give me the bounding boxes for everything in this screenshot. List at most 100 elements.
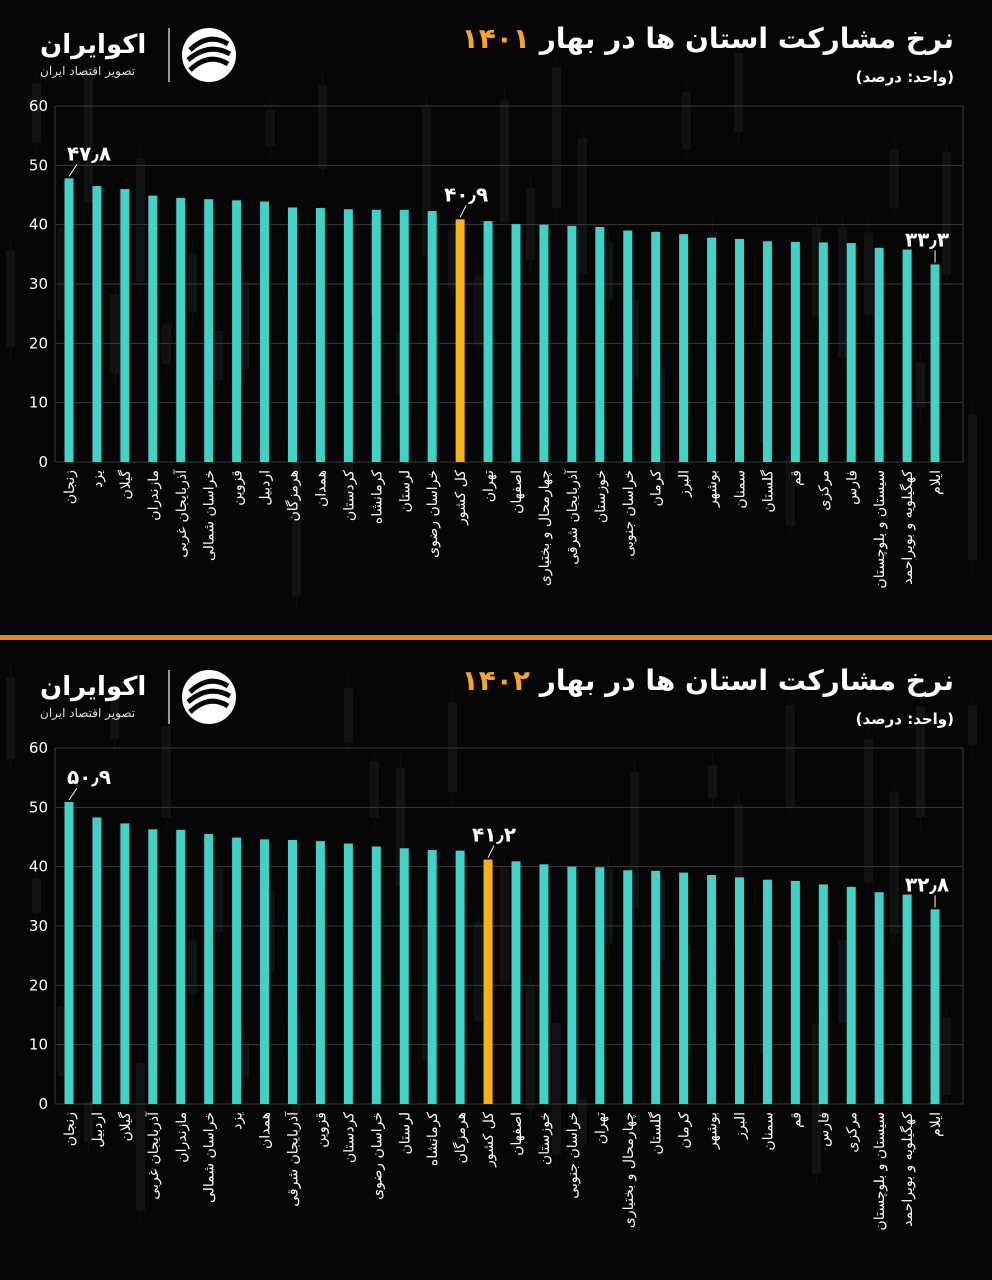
bar <box>679 872 689 1104</box>
x-tick-label: فارس <box>816 1112 832 1147</box>
data-label: ۵۰٫۹ <box>67 765 111 789</box>
background-candle-wick <box>10 238 11 360</box>
x-tick-label: کرمان <box>677 1112 693 1149</box>
background-candle-wick <box>478 910 479 1034</box>
chart-unit: (واحد: درصد) <box>855 710 954 728</box>
bar <box>260 201 270 462</box>
x-tick-label: اردبیل <box>258 470 274 506</box>
x-tick-label: خوزستان <box>593 470 609 523</box>
bar <box>595 867 605 1104</box>
x-tick-label: کل کشور <box>481 1112 497 1168</box>
background-candle-wick <box>920 350 921 421</box>
bar <box>176 197 186 462</box>
bar <box>511 224 521 462</box>
data-label-leader <box>459 205 467 218</box>
background-candle-wick <box>946 1005 947 1107</box>
background-candle-wick <box>530 974 531 1122</box>
background-candle-wick <box>608 857 609 956</box>
x-tick-label: چهارمحال و بختیاری <box>621 1112 637 1228</box>
bar <box>176 829 186 1104</box>
bar <box>120 189 130 463</box>
background-candle-wick <box>452 218 453 301</box>
background-candle-wick <box>738 792 739 960</box>
x-tick-label: هرمزگان <box>452 1112 469 1164</box>
x-tick-label: البرز <box>677 470 693 498</box>
x-tick-label: اصفهان <box>509 470 525 514</box>
x-tick-label: بوشهر <box>705 1112 721 1150</box>
data-label: ۳۳٫۳ <box>905 227 949 251</box>
x-tick-label: گیلان <box>117 1112 134 1142</box>
background-candle-wick <box>556 1010 557 1167</box>
x-tick-label: مرکزی <box>844 1112 860 1153</box>
bar <box>539 864 549 1104</box>
bar <box>818 884 828 1104</box>
logo-name: اکوایران <box>40 672 147 702</box>
background-candle-wick <box>218 855 219 945</box>
background-candle-wick <box>426 95 427 268</box>
x-tick-label: سمنان <box>733 470 749 509</box>
background-candle-wick <box>114 282 115 386</box>
bar <box>343 209 353 462</box>
y-tick-label: 40 <box>29 858 48 876</box>
logo-tagline: تصویر اقتصاد ایران <box>40 64 136 78</box>
background-candle-wick <box>62 994 63 1088</box>
x-tick-label: ایلام <box>928 1112 944 1137</box>
y-tick-label: 50 <box>29 156 48 174</box>
x-tick-label: همدان <box>313 470 329 507</box>
bar <box>930 264 940 462</box>
bar <box>846 886 856 1104</box>
x-tick-label: کرمانشاه <box>425 1112 441 1166</box>
x-tick-label: قم <box>788 470 804 486</box>
chart-title-year: ۱۴۰۱ <box>461 22 530 55</box>
bar <box>64 178 74 462</box>
bar <box>762 879 772 1104</box>
background-candle-wick <box>244 269 245 382</box>
y-tick-label: 60 <box>29 97 48 115</box>
logo: اکوایران تصویر اقتصاد ایران <box>36 668 246 728</box>
bar <box>846 243 856 462</box>
x-tick-label: کردستان <box>341 470 357 521</box>
background-candle-wick <box>36 866 37 925</box>
chart-panel-1402: اکوایران تصویر اقتصاد ایران نرخ مشارکت ا… <box>0 642 992 1280</box>
background-candle-wick <box>504 88 505 235</box>
bar <box>679 234 689 462</box>
background-candle-wick <box>660 357 661 490</box>
x-tick-label: خراسان رضوی <box>369 1112 385 1200</box>
background-candle-wick <box>634 760 635 921</box>
background-candle-wick <box>478 263 479 357</box>
background-candle-wick <box>868 727 869 895</box>
data-label-leader <box>68 164 78 177</box>
background-candle-wick <box>660 866 661 974</box>
chart-title-text: نرخ مشارکت استان ها در بهار <box>539 22 954 55</box>
logo-divider <box>168 28 170 82</box>
background-candle-wick <box>816 1011 817 1186</box>
x-tick-label: آذربایجان شرقی <box>564 469 581 565</box>
y-tick-label: 10 <box>29 1036 48 1054</box>
background-candle-wick <box>582 1085 583 1157</box>
background-candle-wick <box>452 690 453 805</box>
data-label-leader <box>68 787 78 801</box>
background-candle-wick <box>88 1089 89 1154</box>
x-tick-label: خراسان شمالی <box>202 1112 218 1203</box>
background-candle-wick <box>218 318 219 392</box>
background-candle-wick <box>504 854 505 996</box>
background-candle-wick <box>322 73 323 181</box>
chart-panel-1401: اکوایران تصویر اقتصاد ایران نرخ مشارکت ا… <box>0 0 992 636</box>
bar <box>371 209 381 462</box>
bar <box>762 241 772 462</box>
bar <box>92 186 102 462</box>
x-tick-label: لرستان <box>397 1112 413 1155</box>
bar <box>818 242 828 462</box>
x-tick-label: یزد <box>90 470 106 488</box>
y-tick-label: 30 <box>29 917 48 935</box>
x-tick-label: کهگیلویه و بویراحمد <box>899 1112 916 1227</box>
data-label: ۴۷٫۸ <box>67 141 111 165</box>
background-candle-wick <box>972 693 973 757</box>
x-tick-label: خراسان شمالی <box>202 470 218 561</box>
bar <box>288 839 297 1104</box>
bar <box>371 846 381 1104</box>
x-tick-label: تهران <box>481 470 497 502</box>
chart-title: نرخ مشارکت استان ها در بهار ۱۴۰۱ <box>462 22 954 55</box>
chart-title-text: نرخ مشارکت استان ها در بهار <box>539 664 954 697</box>
bar <box>343 843 353 1104</box>
